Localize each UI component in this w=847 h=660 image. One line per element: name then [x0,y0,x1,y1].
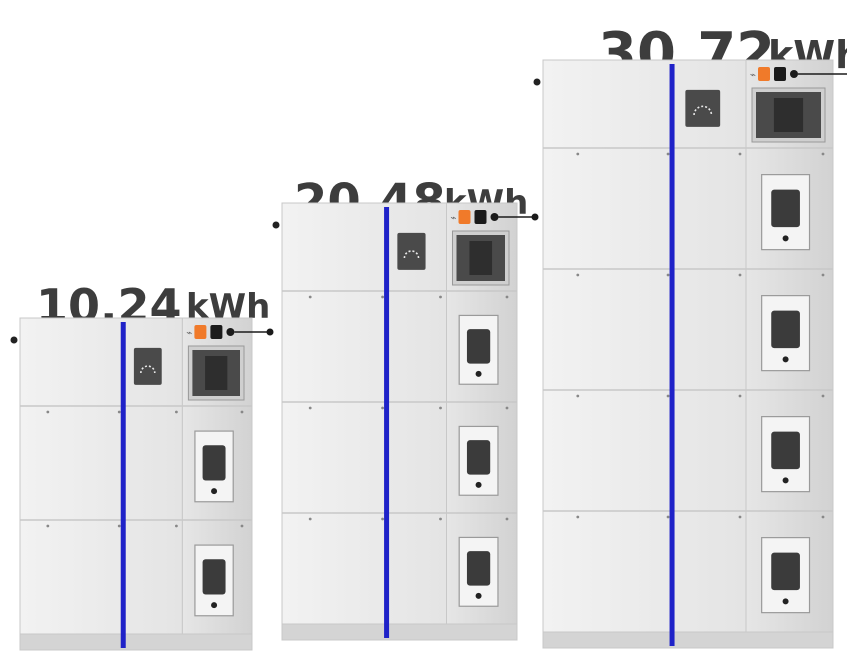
svg-text:⌁: ⌁ [750,70,756,81]
battery-module [543,389,833,493]
accent-stripe [120,322,126,648]
handle-icon [202,445,226,481]
battery-module [20,519,252,617]
control-unit: ⌁ [397,210,539,286]
mount-point [272,221,280,229]
status-display-icon [133,347,162,385]
mount-point [533,78,541,86]
battery-stack-large: 30.72kWh⌁ [533,21,847,649]
power-connector-icon [758,67,770,81]
control-unit: ⌁ [685,67,847,143]
battery-module [282,512,517,607]
handle-icon [466,551,491,586]
accent-stripe [669,64,675,646]
status-display-icon [685,89,721,127]
battery-stack-small: 10.24 kWh⌁ [10,279,274,651]
base-plinth [542,631,834,649]
mount-point [10,336,18,344]
comm-port-icon [474,210,487,224]
status-display-icon [397,232,426,270]
handle-icon [771,552,800,591]
svg-text:⌁: ⌁ [186,328,192,339]
power-connector-icon [458,210,471,224]
battery-stack-medium: 20.48kWh⌁ [272,174,539,641]
control-unit: ⌁ [133,325,274,401]
battery-module [543,510,833,614]
handle-icon [771,431,800,470]
battery-module [543,268,833,372]
power-connector-icon [194,325,207,339]
handle-icon [202,559,226,595]
handle-icon [466,329,491,364]
handle-icon [771,310,800,349]
accent-stripe [384,207,390,638]
battery-module [282,401,517,496]
casing-front [542,59,747,649]
base-plinth [19,633,253,651]
casing-front [281,202,447,641]
battery-module [576,152,825,251]
base-plinth [281,623,518,641]
comm-port-icon [210,325,223,339]
battery-module [46,410,244,503]
handle-icon [771,189,800,228]
handle-icon [466,440,491,475]
svg-text:⌁: ⌁ [451,213,457,224]
comm-port-icon [774,67,786,81]
battery-module [308,295,509,385]
